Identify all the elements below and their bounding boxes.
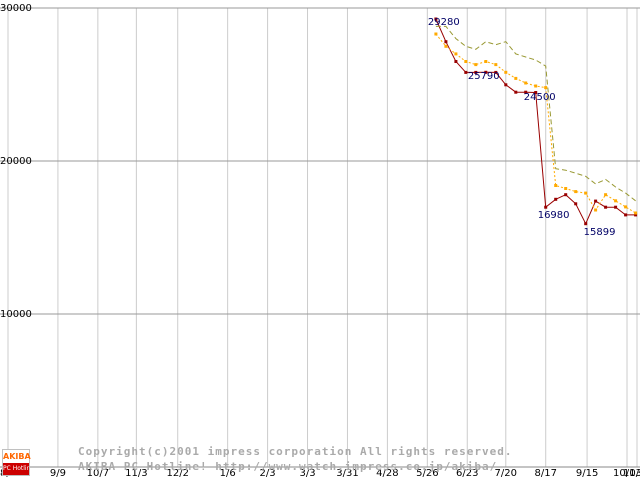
price-annotation: 16980 bbox=[537, 210, 570, 222]
y-axis-tick-label: 10000 bbox=[0, 309, 32, 320]
marker-lowest-price bbox=[614, 205, 618, 209]
marker-lowest-price bbox=[634, 213, 638, 217]
marker-average-price bbox=[524, 81, 528, 85]
x-axis-tick-label: 1/6 bbox=[219, 468, 236, 479]
series-line-lowest-price bbox=[435, 18, 636, 225]
marker-average-price bbox=[474, 63, 478, 67]
marker-lowest-price bbox=[454, 60, 458, 63]
x-axis-tick-label: 12/2 bbox=[166, 468, 189, 479]
marker-lowest-price bbox=[564, 193, 568, 197]
marker-lowest-price bbox=[494, 70, 498, 74]
marker-average-price bbox=[604, 193, 608, 197]
footer: Copyright(c)2001 impress corporation All… bbox=[78, 444, 513, 474]
x-axis-tick-label: 2/3 bbox=[259, 468, 276, 479]
price-annotation: 29280 bbox=[427, 17, 460, 29]
marker-lowest-price bbox=[624, 213, 628, 217]
marker-lowest-price bbox=[534, 91, 538, 94]
price-annotation: 24500 bbox=[523, 92, 556, 104]
marker-lowest-price bbox=[574, 202, 578, 206]
logo-akiba-text: AKIBA bbox=[3, 452, 31, 461]
x-axis-tick-label: 4/28 bbox=[376, 468, 399, 479]
marker-lowest-price bbox=[434, 17, 438, 21]
marker-average-price bbox=[454, 52, 458, 56]
marker-average-price bbox=[514, 76, 518, 80]
marker-average-price bbox=[464, 60, 468, 63]
marker-average-price bbox=[584, 191, 588, 195]
x-axis-tick-label: 10/20 bbox=[623, 468, 640, 479]
marker-lowest-price bbox=[474, 70, 478, 74]
marker-average-price bbox=[554, 184, 558, 187]
marker-average-price bbox=[444, 44, 448, 48]
x-axis-tick-label: 3/3 bbox=[299, 468, 316, 479]
marker-average-price bbox=[434, 32, 438, 36]
y-axis-tick-label: 20000 bbox=[0, 156, 32, 167]
marker-average-price bbox=[504, 70, 508, 74]
marker-average-price bbox=[594, 208, 598, 212]
x-axis-tick-label: 10/7 bbox=[86, 468, 110, 479]
x-axis-tick-label: 11/3 bbox=[125, 468, 148, 479]
marker-lowest-price bbox=[544, 205, 548, 209]
x-axis-tick-label: 3/31 bbox=[336, 468, 359, 479]
logo-pc-hotline-text: PC Hotline! bbox=[3, 463, 29, 475]
marker-lowest-price bbox=[464, 70, 468, 74]
marker-average-price bbox=[534, 84, 538, 88]
marker-lowest-price bbox=[604, 205, 608, 209]
marker-average-price bbox=[494, 63, 498, 67]
marker-average-price bbox=[574, 190, 578, 194]
x-axis-tick-label: 9/9 bbox=[49, 468, 66, 479]
x-axis-tick-label: 8/17 bbox=[534, 468, 557, 479]
series-line-highest-price bbox=[435, 25, 636, 202]
price-annotation: 15899 bbox=[583, 226, 616, 238]
marker-lowest-price bbox=[484, 70, 488, 74]
marker-lowest-price bbox=[524, 90, 528, 94]
marker-average-price bbox=[544, 86, 548, 90]
marker-lowest-price bbox=[594, 199, 598, 203]
marker-lowest-price bbox=[504, 83, 508, 87]
marker-average-price bbox=[634, 211, 638, 215]
marker-average-price bbox=[564, 187, 568, 190]
y-axis-tick-label: 30000 bbox=[0, 3, 32, 14]
x-axis-tick-label: 7/20 bbox=[494, 468, 517, 479]
copyright-text: Copyright(c)2001 impress corporation All… bbox=[78, 445, 513, 458]
x-axis-tick-label: 9/15 bbox=[575, 468, 599, 479]
marker-lowest-price bbox=[584, 222, 588, 226]
marker-average-price bbox=[614, 199, 618, 203]
marker-lowest-price bbox=[444, 40, 448, 44]
marker-average-price bbox=[484, 60, 488, 63]
x-axis-tick-label: 6/23 bbox=[456, 468, 479, 479]
marker-lowest-price bbox=[554, 197, 558, 201]
x-axis-tick-label: 10/13 bbox=[613, 468, 640, 479]
x-axis-tick-label: 5/26 bbox=[416, 468, 439, 479]
marker-lowest-price bbox=[514, 90, 518, 94]
price-annotation: 25790 bbox=[467, 71, 500, 83]
akiba-pc-hotline-logo[interactable]: AKIBA PC Hotline! bbox=[2, 449, 31, 476]
site-url-text: AKIBA PC Hotline! http://www.watch.impre… bbox=[78, 460, 498, 473]
marker-average-price bbox=[624, 205, 628, 209]
